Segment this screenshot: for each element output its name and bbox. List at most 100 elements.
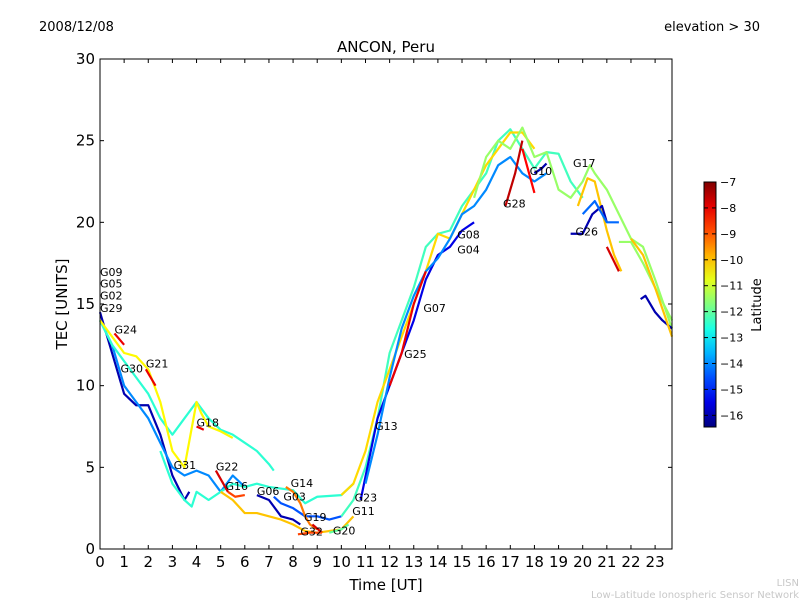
colorbar-ticks: −7 −8 −9 −10 −11 −12 −13 −14 −15 −16: [704, 176, 743, 422]
x-tick-label: 22: [621, 553, 640, 571]
trace-14: [311, 523, 323, 534]
trace-15: [297, 531, 323, 536]
x-tick-label: 6: [240, 553, 250, 571]
satellite-label: G25: [404, 348, 427, 361]
trace-8: [214, 470, 229, 493]
satellite-label: G19: [304, 511, 327, 524]
x-tick-label: 23: [646, 553, 665, 571]
y-axis-label: TEC [UNITS]: [53, 259, 71, 351]
satellite-label: G26: [575, 225, 598, 238]
colorbar-tick-label: −10: [720, 254, 743, 267]
x-tick-label: 7: [264, 553, 274, 571]
satellite-label: G21: [146, 358, 169, 371]
x-tick-label: 3: [168, 553, 178, 571]
chart-title: ANCON, Peru: [337, 38, 435, 56]
colorbar-tick-label: −9: [720, 228, 736, 241]
trace-17: [340, 128, 584, 517]
satellite-label: G05: [100, 278, 123, 291]
satellite-label: G22: [216, 461, 239, 474]
satellite-label: G06: [257, 485, 280, 498]
x-tick-label: 9: [312, 553, 322, 571]
trace-2: [99, 319, 275, 472]
trace-31: [640, 294, 673, 330]
y-tick-label: 20: [76, 213, 95, 231]
colorbar-tick-label: −16: [720, 409, 743, 422]
satellite-label: G32: [300, 525, 323, 538]
x-axis-label: Time [UT]: [348, 576, 422, 594]
satellite-label: G08: [457, 229, 480, 242]
trace-24: [521, 148, 536, 194]
satellite-label: G07: [423, 302, 446, 315]
trace-22: [388, 270, 427, 387]
x-tick-label: 2: [143, 553, 153, 571]
satellite-label: G02: [100, 290, 123, 303]
trace-27: [605, 246, 620, 272]
footer-org: LISN: [777, 578, 799, 589]
x-tick-label: 5: [216, 553, 226, 571]
x-tick-label: 17: [501, 553, 520, 571]
satellite-label: G11: [352, 505, 375, 518]
x-tick-label: 15: [452, 553, 471, 571]
date-label: 2008/12/08: [39, 20, 114, 35]
x-tick-label: 18: [525, 553, 544, 571]
satellite-label: G24: [114, 323, 137, 336]
x-tick-label: 11: [356, 553, 375, 571]
trace-16: [328, 523, 350, 534]
satellite-label: G09: [100, 266, 123, 279]
trace-28: [570, 204, 608, 235]
satellite-label: G28: [503, 198, 526, 211]
elevation-filter-label: elevation > 30: [664, 20, 760, 35]
trace-10: [220, 490, 355, 534]
satellite-label: G16: [226, 480, 249, 493]
trace-13: [285, 486, 318, 531]
trace-5: [113, 332, 125, 346]
trace-11: [256, 494, 301, 526]
trace-29: [581, 200, 619, 224]
colorbar-tick-label: −11: [720, 280, 743, 293]
x-tick-label: 16: [477, 553, 496, 571]
x-tick-label: 10: [332, 553, 351, 571]
x-tick-label: 21: [597, 553, 616, 571]
trace-32: [630, 238, 674, 338]
footer-org-full: Low-Latitude Ionospheric Sensor Network: [591, 590, 799, 600]
colorbar-tick-label: −15: [720, 383, 743, 396]
trace-23: [504, 140, 524, 207]
satellite-label: G23: [355, 492, 378, 505]
colorbar-tick-label: −13: [720, 332, 743, 345]
colorbar-label: Latitude: [750, 278, 765, 332]
trace-19: [359, 221, 475, 501]
x-tick-label: 13: [404, 553, 423, 571]
colorbar: [703, 181, 717, 428]
satellite-label: G30: [121, 363, 144, 376]
satellite-label: G10: [530, 165, 553, 178]
trace-0: [98, 311, 191, 502]
trace-30: [618, 240, 673, 321]
satellite-label: G20: [333, 524, 356, 537]
satellite-label: G14: [291, 477, 314, 490]
y-tick-label: 10: [76, 377, 95, 395]
y-tick-label: 5: [85, 458, 95, 476]
satellite-label: G04: [457, 243, 480, 256]
y-tick-label: 30: [76, 50, 95, 68]
colorbar-tick-label: −8: [720, 202, 736, 215]
y-tick-label: 25: [76, 132, 95, 150]
trace-6: [144, 368, 157, 387]
x-tick-label: 4: [192, 553, 202, 571]
x-ticks: 0 1 2 3 4 5 6 7 8 9 10 11 12 13 14 15 16 17 18 19 20 21 22 23: [95, 59, 665, 571]
satellite-label: G13: [375, 420, 398, 433]
x-tick-label: 12: [380, 553, 399, 571]
y-tick-label: 15: [76, 295, 95, 313]
y-ticks: 0 5 10 15 20 25 30: [76, 50, 672, 558]
satellite-label: G29: [100, 302, 123, 315]
x-tick-label: 20: [573, 553, 592, 571]
traces: [98, 126, 674, 536]
trace-7: [196, 425, 205, 431]
x-tick-label: 0: [95, 553, 105, 571]
satellite-label: G18: [197, 417, 220, 430]
x-tick-label: 14: [428, 553, 447, 571]
colorbar-tick-label: −14: [720, 357, 743, 370]
trace-4: [159, 450, 355, 508]
x-tick-label: 1: [119, 553, 129, 571]
